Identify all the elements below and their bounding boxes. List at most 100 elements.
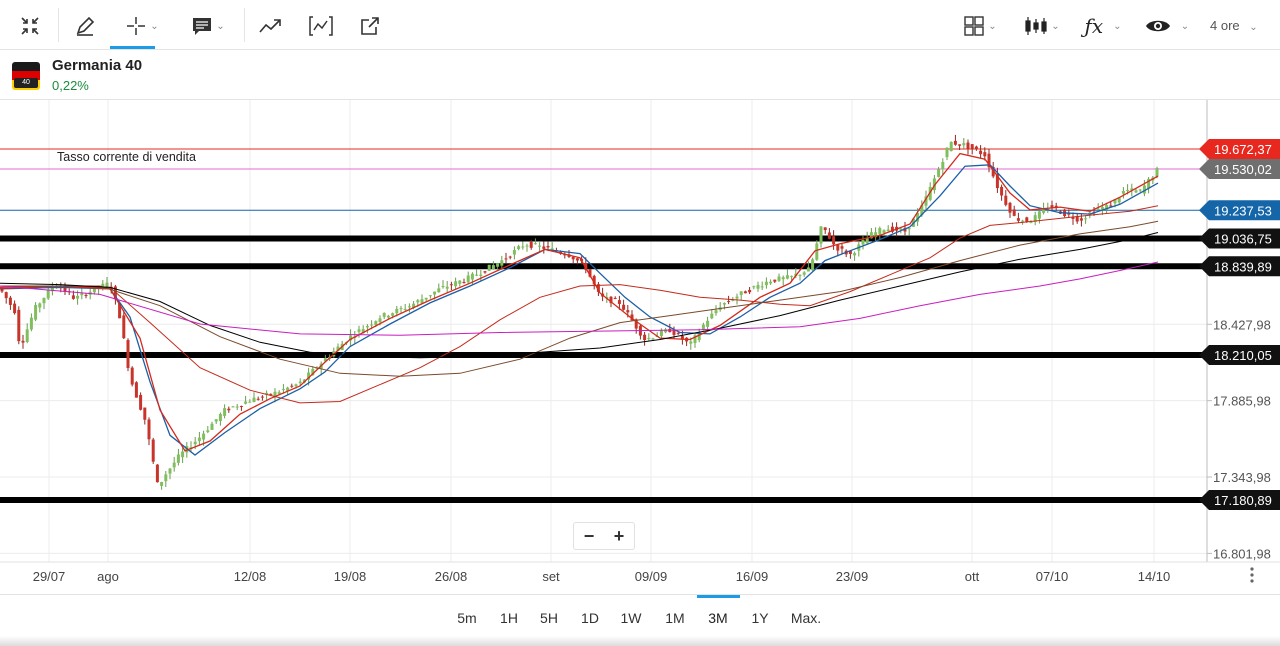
candle-body [1050, 205, 1054, 208]
candle-body [643, 334, 647, 341]
candles-icon [1025, 17, 1047, 35]
candle-body [479, 274, 483, 276]
candle-body [454, 281, 458, 287]
timeframe-1y[interactable]: 1Y [751, 610, 769, 626]
crosshair-icon [127, 17, 146, 35]
candle-body [613, 297, 617, 299]
indicators-button[interactable]: ƒx ⌄ [1078, 12, 1128, 40]
candle-body [1016, 218, 1020, 221]
zoom-in-button[interactable]: + [613, 525, 625, 546]
x-tick-label: 29/07 [33, 569, 66, 584]
candle-body [458, 280, 462, 284]
timeframe-5h[interactable]: 5H [540, 610, 558, 626]
candle-body [420, 299, 424, 304]
collapse-arrows-icon[interactable] [16, 12, 44, 40]
candle-body [155, 464, 159, 483]
price-tag [1199, 345, 1280, 366]
price-tag [1199, 256, 1280, 277]
comment-tool[interactable]: ⌄ [184, 12, 232, 40]
candle-body [223, 408, 227, 416]
zoom-out-button[interactable]: − [583, 525, 595, 546]
x-tick-label: 07/10 [1036, 569, 1069, 584]
crosshair-tool[interactable]: ⌄ [118, 12, 166, 40]
external-link-icon[interactable] [356, 12, 384, 40]
candle-body [899, 228, 903, 230]
x-tick-label: 23/09 [836, 569, 869, 584]
candle-body [626, 310, 630, 313]
candle-body [1147, 178, 1151, 189]
candle-body [1117, 197, 1121, 203]
candle-body [63, 285, 67, 292]
annotation-label: Tasso corrente di vendita [57, 150, 196, 164]
trend-arrow-icon[interactable] [256, 12, 286, 40]
timeframe-5m[interactable]: 5m [457, 610, 477, 626]
bracket-chart-icon[interactable] [306, 12, 336, 40]
candle-body [466, 275, 470, 283]
timeframe-1d[interactable]: 1D [581, 610, 599, 626]
candle-body [622, 304, 626, 310]
candle-body [584, 263, 588, 270]
active-tool-indicator [110, 46, 155, 49]
instrument-name: Germania 40 [52, 57, 143, 74]
candle-body [210, 423, 214, 430]
more-menu-icon [1250, 573, 1254, 577]
candle-body [399, 308, 403, 310]
candle-body [311, 368, 315, 376]
more-menu-icon [1250, 579, 1254, 583]
timeframe-1h[interactable]: 1H [500, 610, 518, 626]
candle-body [731, 299, 735, 301]
instrument-change: 0,22% [52, 78, 89, 93]
candle-body [1088, 212, 1092, 214]
candle-body [542, 246, 546, 249]
candle-body [832, 236, 836, 245]
layout-grid-button[interactable]: ⌄ [960, 12, 1000, 40]
y-tick-label: 18.427,98 [1213, 317, 1271, 332]
candle-body [113, 286, 117, 300]
candle-body [231, 406, 235, 408]
price-tag-label: 18.839,89 [1214, 259, 1272, 274]
candle-body [38, 303, 42, 308]
price-chart[interactable]: Tasso corrente di vendita 18.427,98 17.885… [0, 100, 1280, 594]
candles-button[interactable]: ⌄ [1020, 12, 1064, 40]
candle-body [46, 289, 50, 299]
candle-body [781, 277, 785, 280]
candle-body [76, 295, 80, 299]
candle-body [13, 303, 17, 314]
candle-body [181, 451, 185, 458]
timeframe-max[interactable]: Max. [790, 610, 822, 626]
candle-body [403, 308, 407, 310]
candle-body [1155, 167, 1159, 177]
flag-tag: 40 [14, 78, 38, 88]
x-tick-label: 19/08 [334, 569, 367, 584]
candle-body [571, 256, 575, 260]
candle-body [815, 243, 819, 260]
candle-body [218, 413, 222, 421]
candle-body [151, 439, 155, 462]
candle-body [395, 308, 399, 314]
candle-body [168, 468, 172, 474]
candle-body [1084, 218, 1088, 220]
candle-body [1130, 188, 1134, 191]
timeframe-1w[interactable]: 1W [620, 610, 642, 626]
candle-body [8, 297, 12, 305]
candle-body [349, 335, 353, 341]
candle-body [932, 178, 936, 191]
visibility-button[interactable]: ⌄ [1142, 12, 1192, 40]
candle-body [382, 312, 386, 317]
candle-body [512, 250, 516, 255]
candle-body [265, 392, 269, 395]
candle-body [773, 279, 777, 282]
candle-body [25, 329, 29, 343]
candle-body [907, 228, 911, 230]
timeframe-3m[interactable]: 3M [708, 610, 728, 626]
germany-flag-icon: 40 [12, 62, 40, 90]
candle-body [416, 300, 420, 303]
chevron-down-icon: ⌄ [1249, 22, 1258, 33]
candle-body [680, 335, 684, 340]
candle-body [987, 153, 991, 168]
timeframe-1m[interactable]: 1M [665, 610, 685, 626]
pencil-icon[interactable] [72, 12, 98, 40]
chevron-down-icon: ⌄ [216, 20, 225, 32]
period-selector[interactable]: 4 ore ⌄ [1210, 18, 1258, 33]
candle-body [84, 295, 88, 297]
